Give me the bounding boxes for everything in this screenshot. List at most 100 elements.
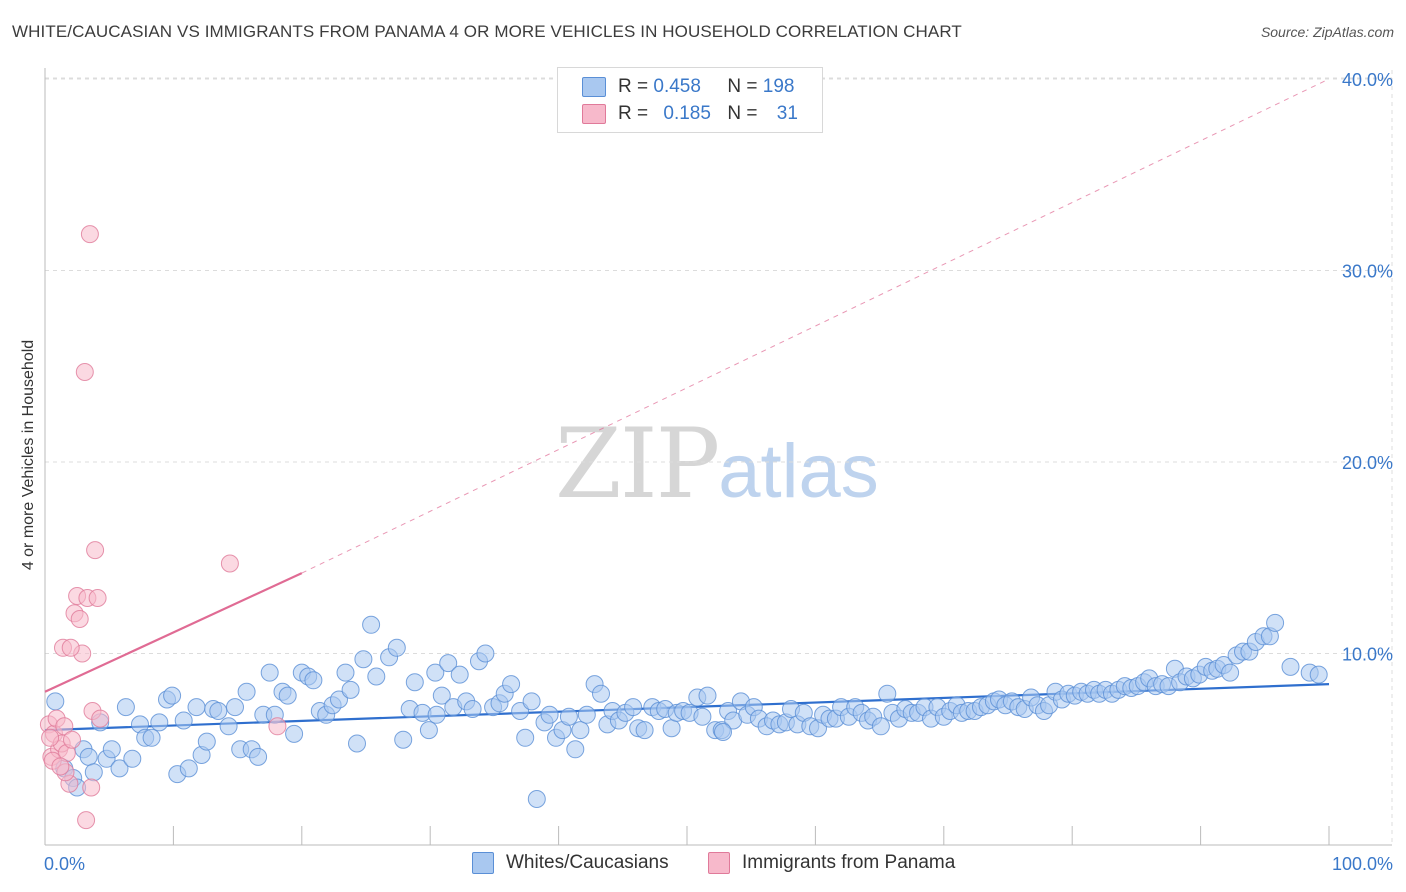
y-tick-label: 10.0% [1342,645,1393,665]
white-point [1309,665,1328,684]
white-point [566,740,585,759]
legend-label-panama: Immigrants from Panama [742,852,956,873]
panama-trend-extension [301,78,1330,574]
white-point [150,713,169,732]
legend-n-value-whites: 198 [762,76,795,97]
white-point [163,686,182,705]
white-point [260,663,279,682]
white-point [362,615,381,634]
panama-point [88,589,107,607]
panama-point [41,728,60,747]
white-point [123,749,142,768]
data-points [39,225,1328,830]
panama-point [220,554,239,573]
panama-point [75,363,94,381]
tick-labels: 10.0% 20.0% 30.0% 40.0% 0.0% 100.0% [44,70,1393,874]
white-point [336,663,355,682]
panama-point [268,717,287,736]
x-tick-label: 0.0% [44,854,85,874]
panama-point [82,778,101,797]
legend-row-whites: R = 0.458 N = 198 [582,75,794,99]
white-point [426,663,445,682]
white-point [79,747,98,766]
white-point [577,705,596,724]
white-point [330,690,348,709]
panama-trend-line [44,572,303,693]
white-point [237,682,256,701]
white-point [348,734,366,753]
legend-box-panama [708,852,730,874]
legend-item-panama: Immigrants from Panama [708,852,955,874]
white-point [559,707,578,726]
white-point [635,721,654,740]
white-point [197,732,216,751]
y-tick-label: 20.0% [1342,453,1393,473]
legend-box-whites [472,852,494,874]
white-point [249,747,268,766]
panama-point [91,709,110,728]
legend-swatch-whites [582,77,606,97]
legend-r-label: R = [618,76,649,97]
white-point [540,705,559,724]
watermark-atlas: atlas [718,429,879,514]
white-point [878,684,897,703]
white-point [476,644,495,663]
legend-row-panama: R = 0.185 N = 31 [582,102,798,126]
panama-point [80,225,99,244]
legend-n-label: N = [727,76,758,97]
legend-n-label: N = [727,103,758,124]
white-point [116,698,135,717]
white-point [387,638,406,657]
white-point [662,719,681,738]
series-legend: Whites/Caucasians Immigrants from Panama [0,852,1406,878]
x-tick-label: 100.0% [1332,854,1393,874]
correlation-legend: R = 0.458 N = 198 R = 0.185 N = 31 [557,67,823,133]
white-point [179,759,198,778]
legend-swatch-panama [582,104,606,124]
white-point [714,723,732,741]
source-label: Source: ZipAtlas.com [1260,24,1394,40]
legend-r-label: R = [618,103,649,124]
panama-point [63,730,81,749]
white-point [592,684,610,703]
panama-point [77,811,96,830]
white-point [1266,613,1285,632]
white-point [46,692,65,711]
watermark-zip: ZIP [555,408,720,520]
white-point [450,665,469,684]
white-point [871,717,890,736]
panama-point [86,541,105,560]
panama-point [70,610,89,628]
legend-item-whites: Whites/Caucasians [472,852,669,874]
white-point [511,702,530,720]
white-point [278,686,297,705]
legend-label-whites: Whites/Caucasians [506,852,669,873]
white-point [522,692,541,711]
white-point [419,721,438,740]
white-point [341,680,360,699]
white-point [463,700,482,718]
white-point [1221,663,1240,682]
white-point [624,698,643,717]
white-point [571,721,590,740]
white-point [427,705,446,724]
white-point [304,671,323,690]
white-point [394,730,413,749]
white-point [174,711,193,730]
y-tick-label: 30.0% [1342,262,1393,282]
white-point [432,686,451,705]
white-point [226,698,244,717]
chart-title: WHITE/CAUCASIAN VS IMMIGRANTS FROM PANAM… [12,22,962,41]
panama-point [55,717,74,736]
white-point [367,667,386,686]
white-point [102,740,121,759]
white-point [527,790,546,808]
legend-r-value-whites: 0.458 [653,76,701,97]
white-point [354,650,373,669]
white-point [285,724,304,743]
trend-lines [44,78,1330,732]
y-tick-label: 40.0% [1342,70,1393,90]
white-point [698,686,717,705]
white-point [405,673,424,692]
